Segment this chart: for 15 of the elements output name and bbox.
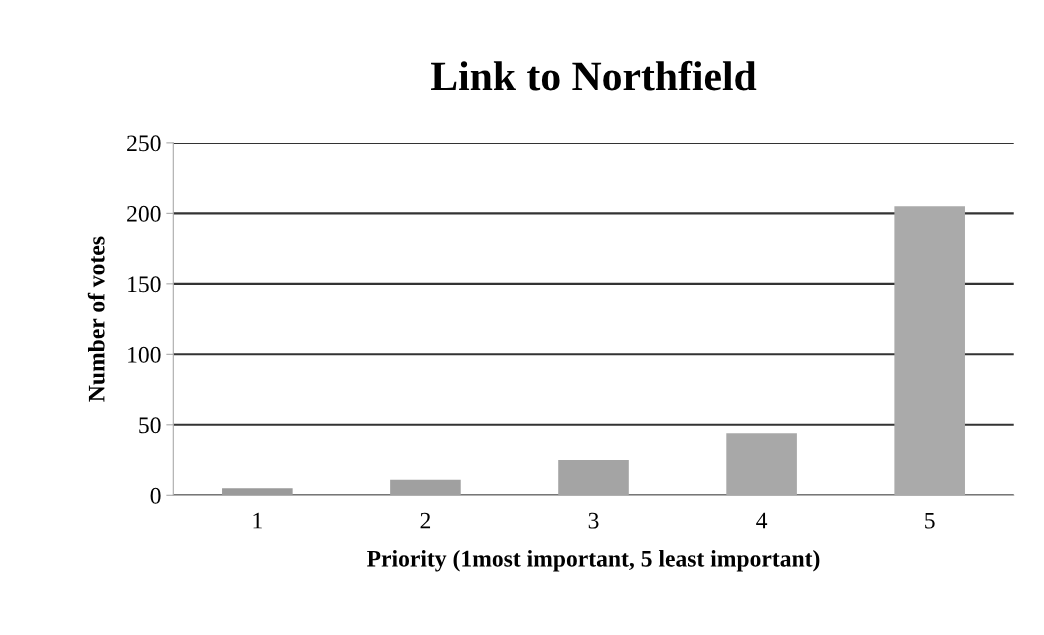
x-tick-label: 4 xyxy=(756,512,768,529)
x-tick-label: 5 xyxy=(925,512,935,529)
x-tick-label: 3 xyxy=(588,512,599,529)
y-tick-label: 200 xyxy=(127,205,161,222)
chart-title: Link to Northfield xyxy=(431,60,757,91)
y-tick-label: 250 xyxy=(127,135,161,152)
bar xyxy=(222,488,293,496)
x-axis-title: Priority (1most important, 5 least important) xyxy=(367,550,820,572)
x-tick-label: 1 xyxy=(253,512,262,529)
x-tick-label: 2 xyxy=(420,512,431,529)
y-tick-label: 150 xyxy=(128,276,161,293)
y-tick-label: 0 xyxy=(150,487,161,504)
y-tick-label: 100 xyxy=(128,346,161,363)
y-axis-title: Number of votes xyxy=(87,236,105,402)
y-tick-label: 50 xyxy=(139,417,161,434)
